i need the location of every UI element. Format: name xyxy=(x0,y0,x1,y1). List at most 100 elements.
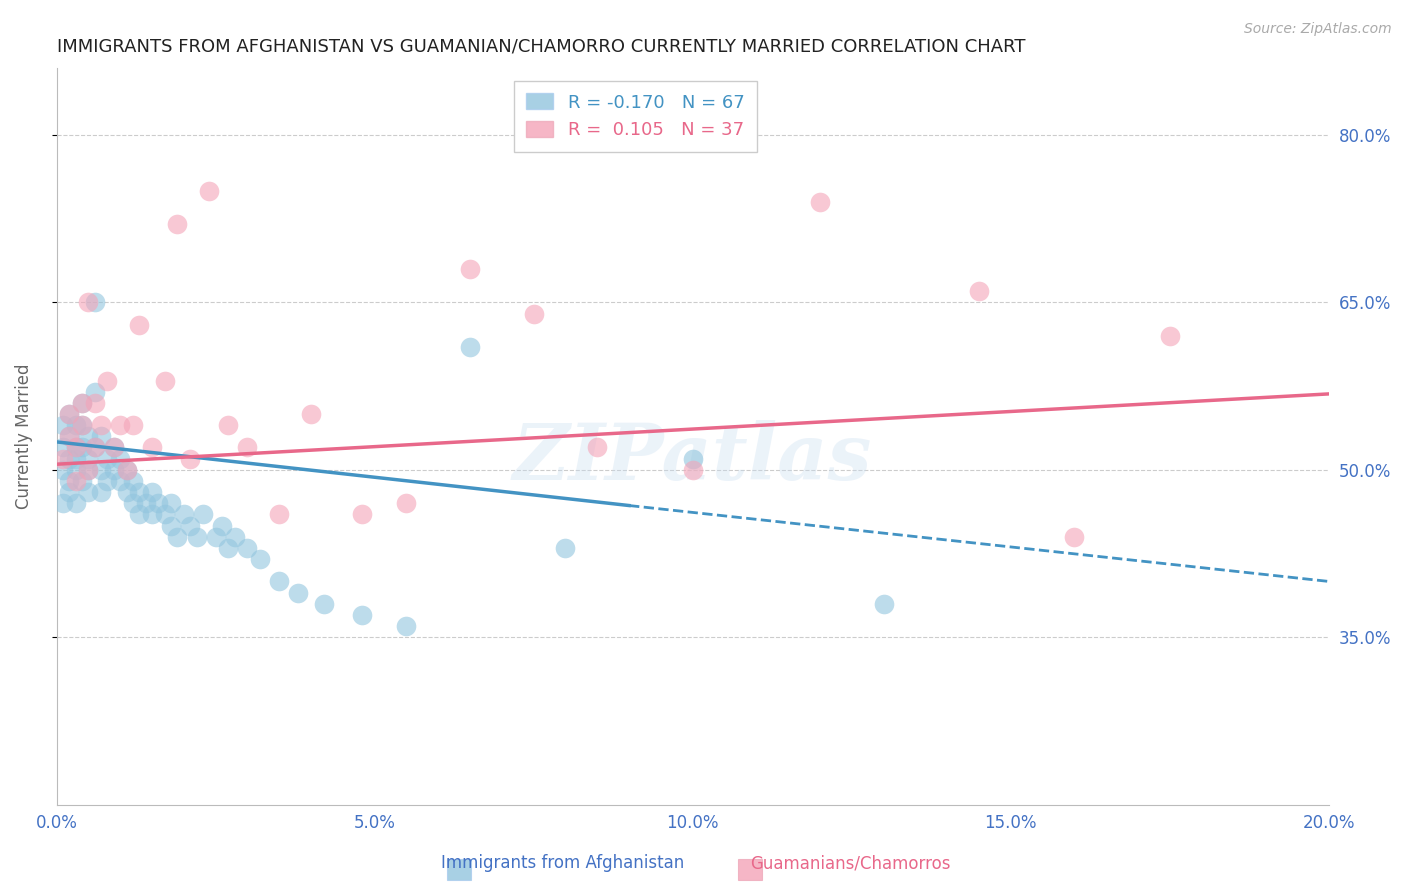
Point xyxy=(299,407,322,421)
Point xyxy=(153,508,176,522)
Point xyxy=(110,451,132,466)
Point xyxy=(122,496,145,510)
Point xyxy=(217,418,239,433)
Point xyxy=(58,485,80,500)
Point xyxy=(65,496,87,510)
Point xyxy=(83,441,105,455)
Point xyxy=(141,441,163,455)
Point xyxy=(312,597,335,611)
Point xyxy=(115,485,138,500)
Point xyxy=(90,429,112,443)
Point xyxy=(153,374,176,388)
Point xyxy=(808,194,831,209)
Point xyxy=(58,429,80,443)
Point xyxy=(1063,530,1085,544)
Point xyxy=(198,184,221,198)
Point xyxy=(103,463,125,477)
Point xyxy=(287,585,309,599)
Point xyxy=(166,530,188,544)
Point xyxy=(77,429,100,443)
Point xyxy=(52,418,75,433)
Point xyxy=(83,295,105,310)
Point xyxy=(122,418,145,433)
Point xyxy=(682,463,704,477)
Point xyxy=(52,463,75,477)
Point xyxy=(70,396,93,410)
Point xyxy=(65,418,87,433)
Point xyxy=(103,441,125,455)
Point xyxy=(96,374,118,388)
Point xyxy=(58,429,80,443)
Point xyxy=(70,418,93,433)
Point xyxy=(77,295,100,310)
Point xyxy=(83,396,105,410)
Point xyxy=(269,574,291,589)
Point xyxy=(77,463,100,477)
Point xyxy=(70,441,93,455)
Point xyxy=(65,474,87,488)
Point xyxy=(269,508,291,522)
Point xyxy=(682,451,704,466)
Point xyxy=(58,407,80,421)
Point xyxy=(96,474,118,488)
Point xyxy=(58,451,80,466)
Point xyxy=(83,441,105,455)
Point xyxy=(395,496,418,510)
Text: ZIPatlas: ZIPatlas xyxy=(513,420,872,497)
Point xyxy=(115,463,138,477)
Point xyxy=(217,541,239,555)
Point xyxy=(90,485,112,500)
Point xyxy=(70,396,93,410)
Point xyxy=(141,508,163,522)
Legend: R = -0.170   N = 67, R =  0.105   N = 37: R = -0.170 N = 67, R = 0.105 N = 37 xyxy=(513,80,758,152)
Point xyxy=(52,441,75,455)
Point xyxy=(58,474,80,488)
Point xyxy=(65,451,87,466)
Point xyxy=(236,541,259,555)
Point xyxy=(236,441,259,455)
Point xyxy=(135,496,157,510)
Point xyxy=(191,508,214,522)
Point xyxy=(128,485,150,500)
Point xyxy=(586,441,609,455)
Point xyxy=(115,463,138,477)
Point xyxy=(58,407,80,421)
Point xyxy=(65,441,87,455)
Text: Source: ZipAtlas.com: Source: ZipAtlas.com xyxy=(1244,22,1392,37)
Point xyxy=(52,496,75,510)
Point xyxy=(523,306,546,320)
Point xyxy=(1159,329,1181,343)
Point xyxy=(179,518,201,533)
Point xyxy=(554,541,576,555)
Point xyxy=(872,597,894,611)
Point xyxy=(77,463,100,477)
Point xyxy=(204,530,226,544)
Point xyxy=(160,496,183,510)
Point xyxy=(186,530,208,544)
Point xyxy=(70,474,93,488)
Point xyxy=(967,284,990,298)
Point xyxy=(110,474,132,488)
Point xyxy=(224,530,246,544)
Point xyxy=(179,451,201,466)
Point xyxy=(77,485,100,500)
Point xyxy=(90,463,112,477)
Point xyxy=(211,518,233,533)
Point xyxy=(173,508,195,522)
Point xyxy=(350,508,373,522)
Point xyxy=(65,463,87,477)
Point xyxy=(103,441,125,455)
Text: Guamanians/Chamorros: Guamanians/Chamorros xyxy=(751,855,950,872)
Point xyxy=(148,496,170,510)
Y-axis label: Currently Married: Currently Married xyxy=(15,364,32,509)
Point xyxy=(128,508,150,522)
Point xyxy=(141,485,163,500)
Point xyxy=(70,418,93,433)
Point xyxy=(458,261,481,276)
Point xyxy=(90,418,112,433)
Point xyxy=(350,607,373,622)
Point xyxy=(458,340,481,354)
Point xyxy=(96,451,118,466)
Text: Immigrants from Afghanistan: Immigrants from Afghanistan xyxy=(440,855,685,872)
Text: IMMIGRANTS FROM AFGHANISTAN VS GUAMANIAN/CHAMORRO CURRENTLY MARRIED CORRELATION : IMMIGRANTS FROM AFGHANISTAN VS GUAMANIAN… xyxy=(56,37,1025,55)
